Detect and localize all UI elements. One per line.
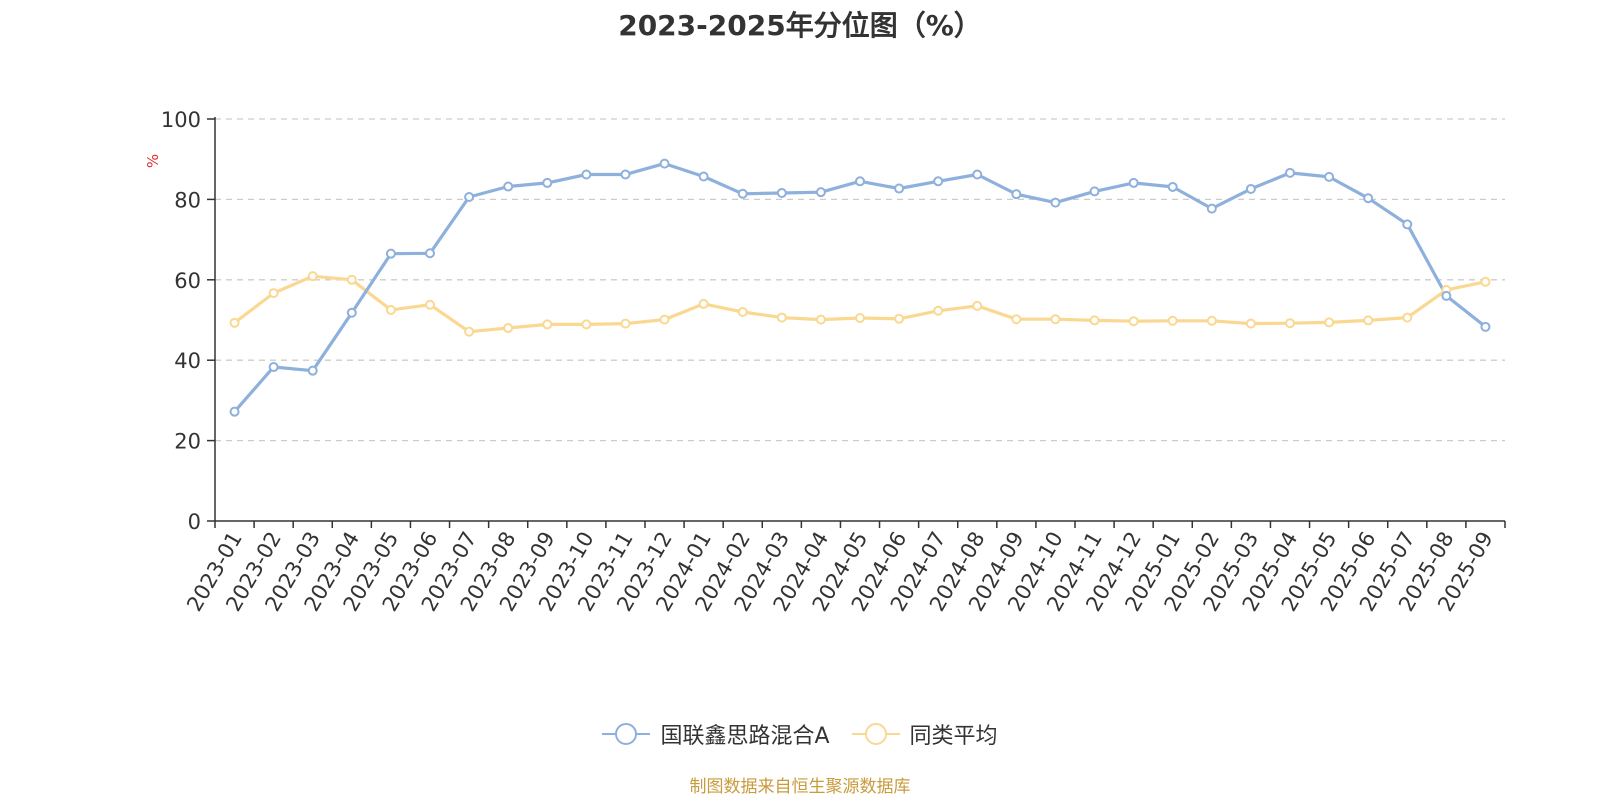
data-point-series-0: [855, 176, 865, 187]
data-point-series-1: [894, 313, 905, 324]
data-point-series-1: [229, 317, 240, 328]
data-point-series-1: [1402, 312, 1413, 323]
legend-item-category-average[interactable]: 同类平均: [851, 718, 998, 750]
axes: [207, 117, 1506, 528]
y-tick-label: 100: [161, 108, 201, 132]
series-line-0: [232, 162, 1488, 414]
y-tick-labels: 0 20 40 60 80 100: [161, 108, 201, 534]
data-point-series-1: [307, 271, 318, 282]
data-point-series-0: [503, 181, 514, 192]
data-point-series-0: [1324, 171, 1335, 182]
data-point-series-1: [1050, 314, 1061, 325]
y-tick-label: 0: [188, 510, 201, 534]
y-axis-unit-label: %: [144, 154, 162, 168]
y-tick-label: 80: [174, 188, 201, 212]
data-point-series-1: [815, 314, 826, 325]
data-point-series-1: [855, 312, 865, 323]
data-point-series-0: [1245, 183, 1256, 194]
data-point-series-0: [776, 187, 787, 198]
data-point-series-1: [464, 326, 475, 337]
data-point-series-1: [1245, 318, 1256, 329]
data-point-series-1: [1363, 315, 1374, 326]
data-point-series-1: [1206, 315, 1217, 326]
data-point-series-0: [1050, 197, 1061, 208]
legend: 国联鑫思路混合A 同类平均: [0, 718, 1600, 750]
data-point-series-0: [1480, 321, 1491, 332]
series-line-1: [232, 274, 1488, 334]
data-point-series-1: [1480, 276, 1491, 287]
data-point-series-1: [268, 288, 279, 299]
legend-label-average: 同类平均: [909, 724, 998, 749]
data-point-series-0: [542, 177, 553, 188]
legend-marker-fund-icon: [602, 723, 651, 745]
data-point-series-1: [620, 318, 631, 329]
data-point-series-0: [1089, 186, 1100, 197]
source-note: 制图数据来自恒生聚源数据库: [689, 777, 911, 797]
data-point-series-0: [698, 171, 709, 182]
legend-label-fund: 国联鑫思路混合A: [660, 724, 830, 749]
data-point-series-1: [581, 319, 592, 330]
data-point-series-1: [385, 304, 396, 315]
data-point-series-0: [737, 188, 748, 199]
data-point-series-1: [972, 300, 983, 311]
data-point-series-0: [620, 169, 631, 180]
data-point-series-1: [1089, 315, 1100, 326]
data-point-series-1: [776, 312, 787, 323]
y-tick-label: 20: [174, 430, 201, 454]
data-point-series-0: [659, 158, 670, 169]
series-lines: [232, 162, 1488, 414]
data-point-series-1: [1128, 316, 1139, 327]
y-tick-label: 40: [174, 349, 201, 373]
data-point-series-0: [385, 248, 396, 259]
data-point-series-1: [1167, 315, 1178, 326]
data-point-series-1: [698, 298, 709, 309]
data-point-series-1: [425, 299, 435, 310]
gridlines: [215, 118, 1505, 442]
series-points: [229, 158, 1491, 417]
data-point-series-0: [307, 365, 318, 376]
data-point-series-1: [1324, 317, 1335, 328]
data-point-series-1: [503, 323, 514, 334]
data-point-series-0: [268, 362, 279, 373]
data-point-series-0: [425, 248, 435, 259]
data-point-series-0: [1167, 181, 1178, 192]
chart-title: 2023-2025年分位图（%）: [618, 9, 982, 42]
data-point-series-0: [1402, 219, 1413, 230]
data-point-series-0: [1363, 193, 1374, 204]
data-point-series-0: [346, 307, 357, 318]
data-point-series-1: [659, 314, 670, 325]
legend-item-fund[interactable]: 国联鑫思路混合A: [602, 718, 830, 750]
data-point-series-1: [542, 319, 553, 330]
data-point-series-1: [933, 305, 944, 316]
data-point-series-0: [1206, 203, 1217, 214]
data-point-series-1: [1011, 314, 1022, 325]
data-point-series-0: [1011, 189, 1022, 200]
data-point-series-0: [894, 183, 905, 194]
data-point-series-0: [1285, 167, 1295, 178]
data-point-series-1: [346, 274, 357, 285]
data-point-series-0: [464, 191, 475, 202]
data-point-series-1: [1285, 318, 1295, 329]
data-point-series-1: [737, 306, 748, 317]
data-point-series-0: [581, 169, 592, 180]
y-tick-label: 60: [174, 269, 201, 293]
x-tick-labels: 2023-012023-022023-032023-042023-052023-…: [182, 528, 1498, 616]
legend-marker-average-icon: [851, 723, 900, 745]
data-point-series-0: [815, 187, 826, 198]
data-point-series-0: [972, 169, 983, 180]
data-point-series-0: [229, 406, 240, 417]
data-point-series-0: [933, 176, 944, 187]
data-point-series-0: [1128, 177, 1139, 188]
data-point-series-0: [1441, 290, 1452, 301]
